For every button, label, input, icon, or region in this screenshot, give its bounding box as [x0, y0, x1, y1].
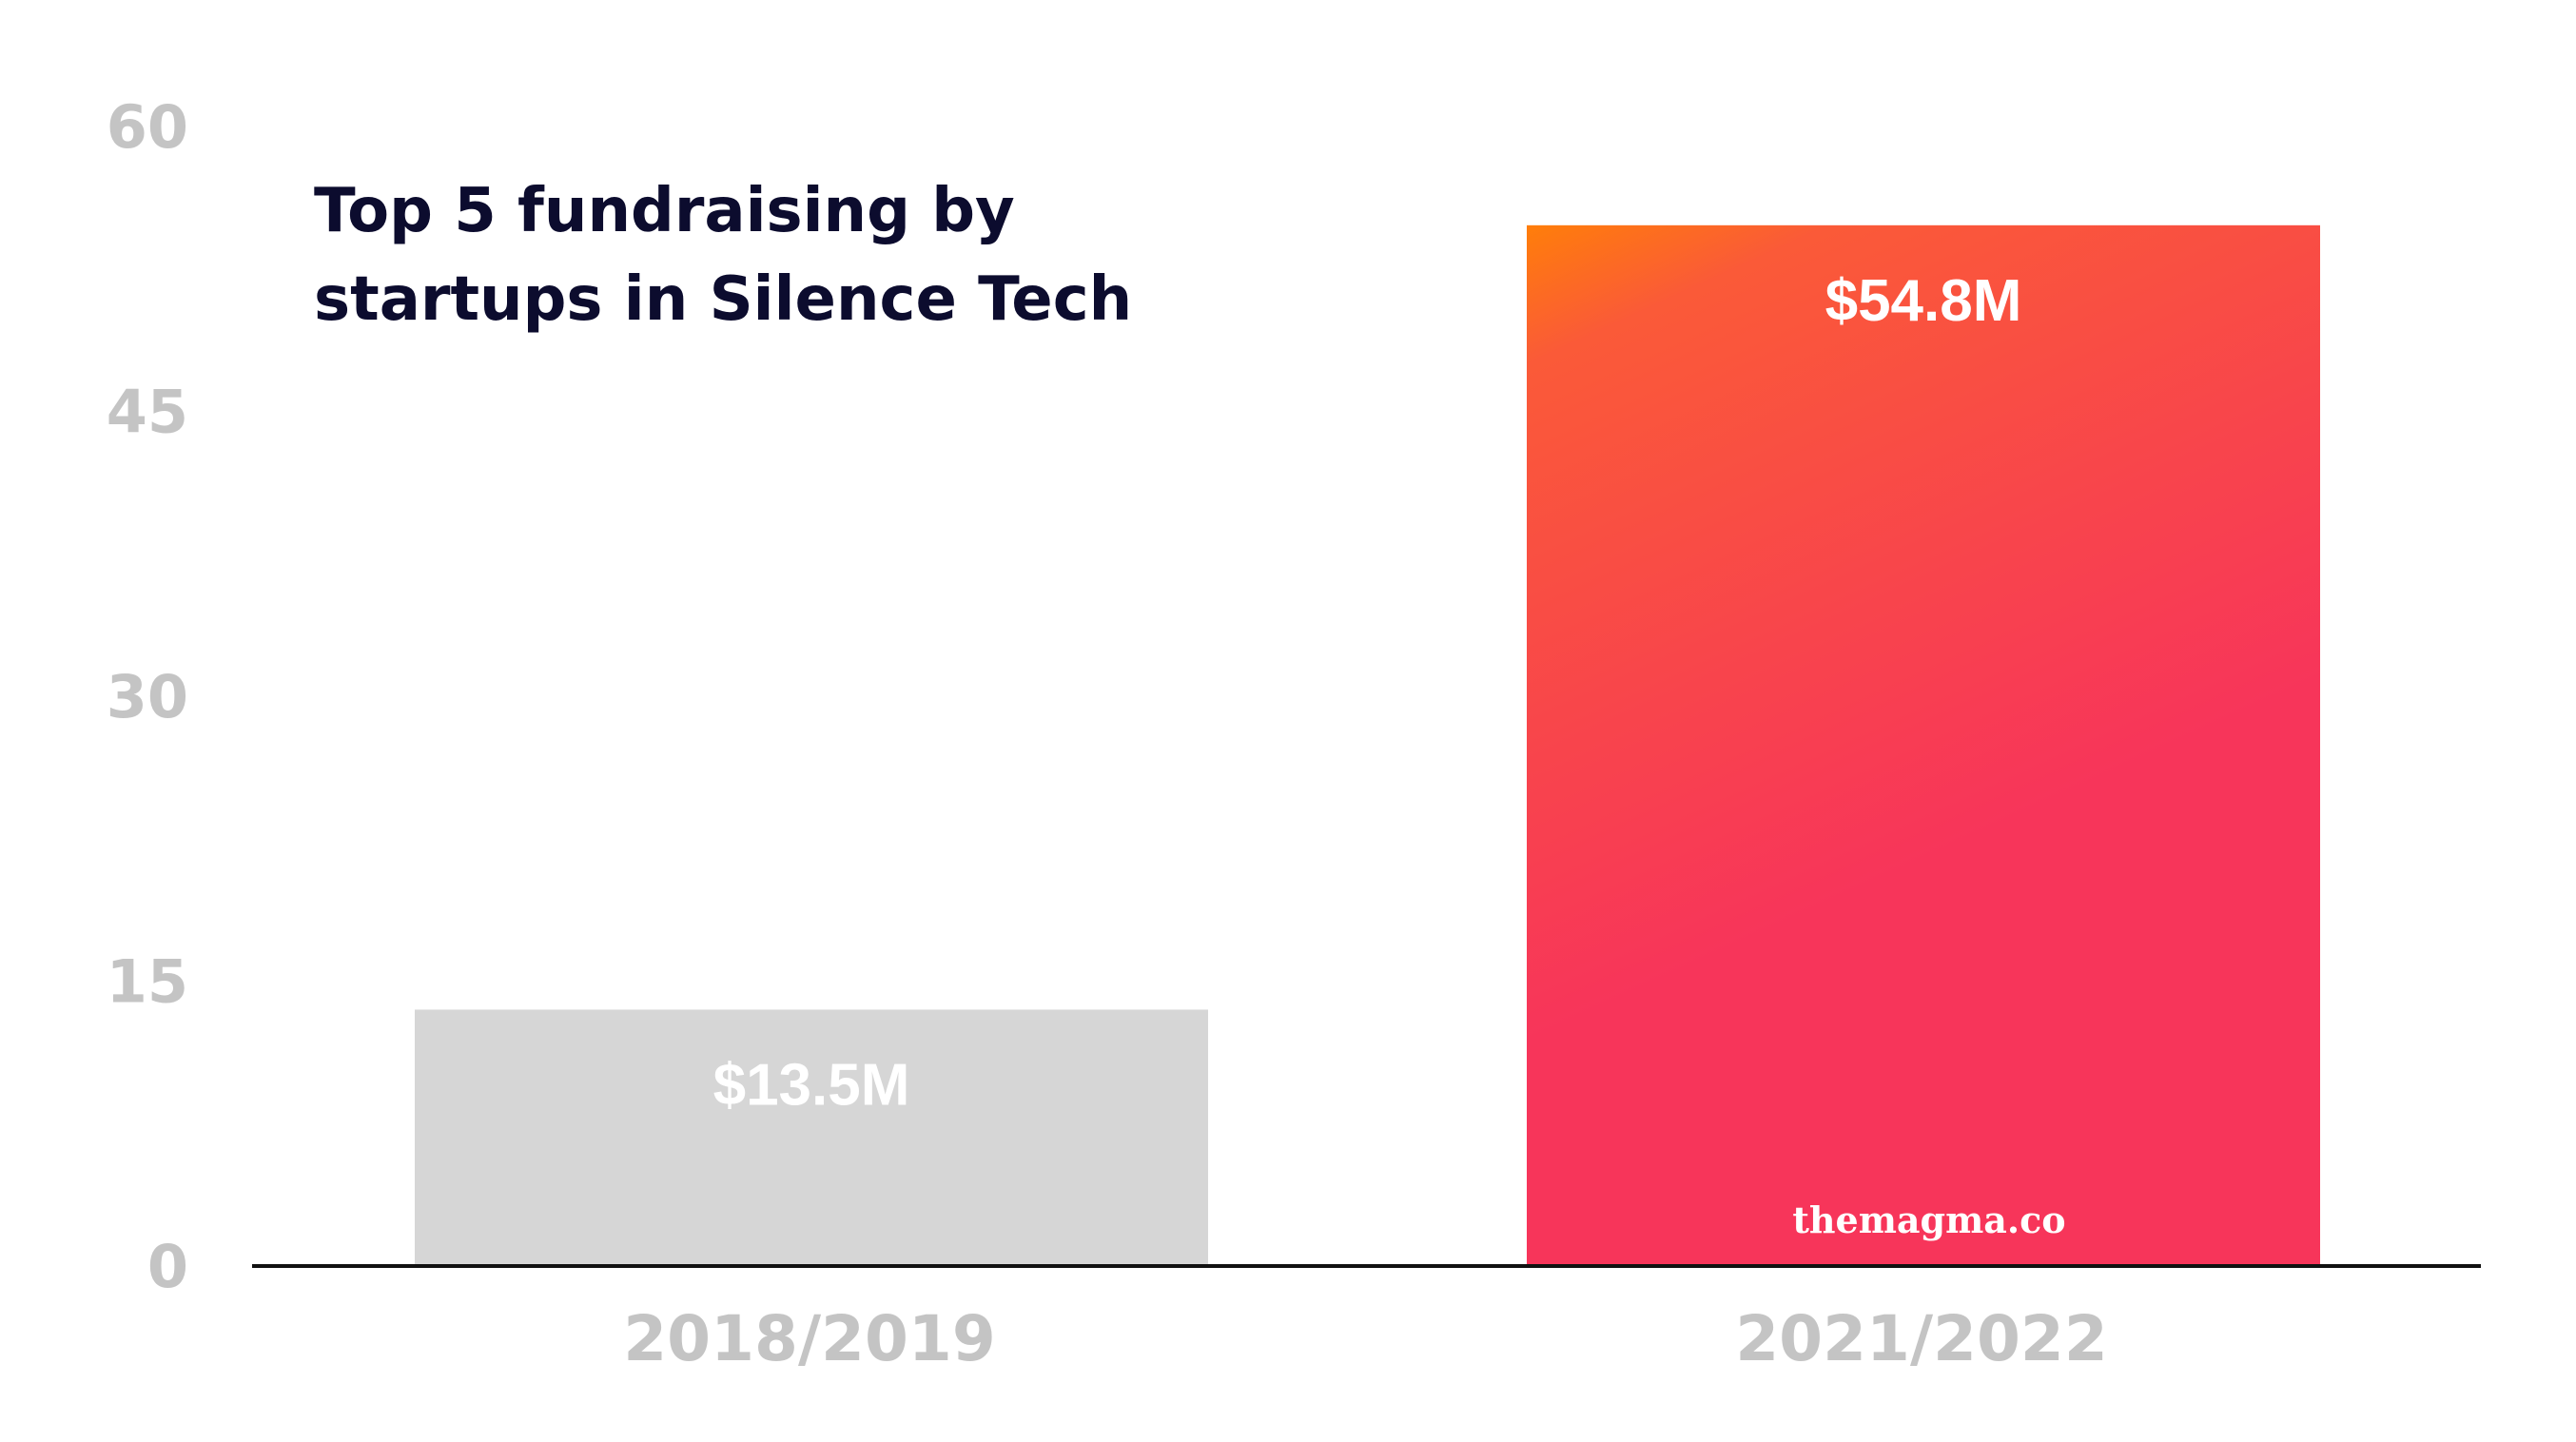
bar-2018-2019: [415, 1009, 1208, 1266]
x-category-label: 2021/2022: [1735, 1302, 2108, 1375]
y-tick-label: 30: [107, 662, 188, 731]
watermark-text: themagma.co: [1792, 1198, 2065, 1241]
bars: [415, 224, 2320, 1266]
y-tick-label: 0: [147, 1232, 188, 1301]
bar-data-label: $54.8M: [1825, 268, 2022, 334]
y-axis-ticks: 0 15 30 45 60: [107, 92, 188, 1301]
x-axis-category-labels: 2018/2019 2021/2022: [623, 1302, 2108, 1375]
chart-title-line-2: startups in Silence Tech: [314, 264, 1132, 335]
y-tick-label: 60: [107, 92, 188, 162]
y-tick-label: 15: [107, 947, 188, 1017]
x-category-label: 2018/2019: [623, 1302, 996, 1375]
bar-data-label: $13.5M: [713, 1052, 910, 1118]
y-tick-label: 45: [107, 378, 188, 447]
bar-data-labels: $13.5M $54.8M: [713, 268, 2022, 1119]
chart-title-line-1: Top 5 fundraising by: [314, 176, 1015, 246]
bar-2021-2022: [1527, 224, 2320, 1266]
